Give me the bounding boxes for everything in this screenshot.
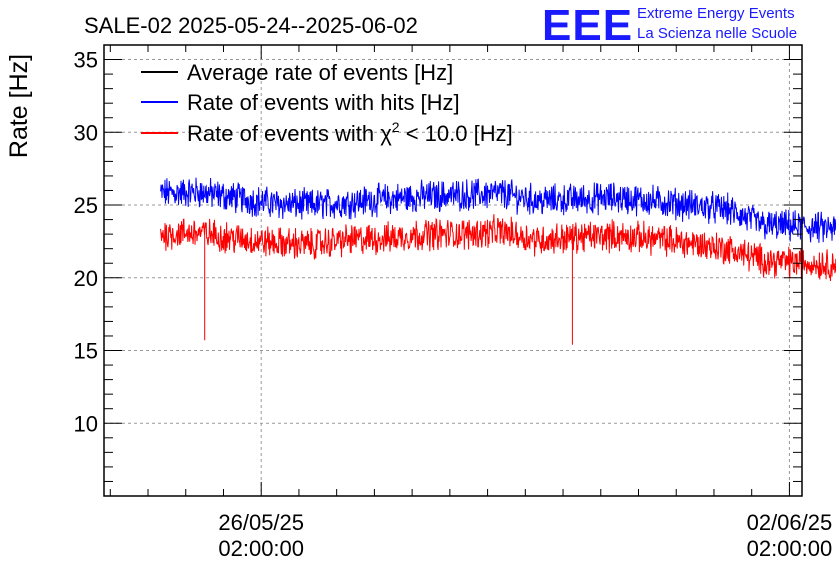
axes <box>103 44 803 497</box>
y-tick-label: 20 <box>74 266 98 291</box>
y-tick-label: 25 <box>74 193 98 218</box>
x-tick-label-time: 02:00:00 <box>218 536 304 561</box>
y-tick-label: 15 <box>74 339 98 364</box>
logo-line2: La Scienza nelle Scuole <box>637 25 797 42</box>
series-layer <box>160 177 836 345</box>
x-tick-label-date: 26/05/25 <box>218 510 304 535</box>
y-tick-label: 10 <box>74 411 98 436</box>
legend-label-chi2: Rate of events with χ2 < 10.0 [Hz] <box>187 119 513 146</box>
eee-logo: EEE Extreme Energy Events La Scienza nel… <box>542 1 797 50</box>
series-line-1 <box>160 177 836 243</box>
legend-label-hits: Rate of events with hits [Hz] <box>187 90 460 115</box>
y-tick-label: 30 <box>74 120 98 145</box>
legend-label-average: Average rate of events [Hz] <box>187 60 453 85</box>
y-axis-label: Rate [Hz] <box>5 54 33 158</box>
logo-mark: EEE <box>542 1 633 50</box>
logo-line1: Extreme Energy Events <box>637 5 795 22</box>
y-tick-labels: 10 15 20 25 30 35 <box>74 48 98 437</box>
series-line-2 <box>160 214 836 345</box>
chart-title: SALE-02 2025-05-24--2025-06-02 <box>84 13 418 38</box>
x-tick-label-time: 02:00:00 <box>747 536 833 561</box>
y-tick-label: 35 <box>74 48 98 73</box>
x-tick-label-date: 02/06/25 <box>747 510 833 535</box>
legend: Average rate of events [Hz] Rate of even… <box>141 60 513 146</box>
plot-frame <box>103 44 803 497</box>
